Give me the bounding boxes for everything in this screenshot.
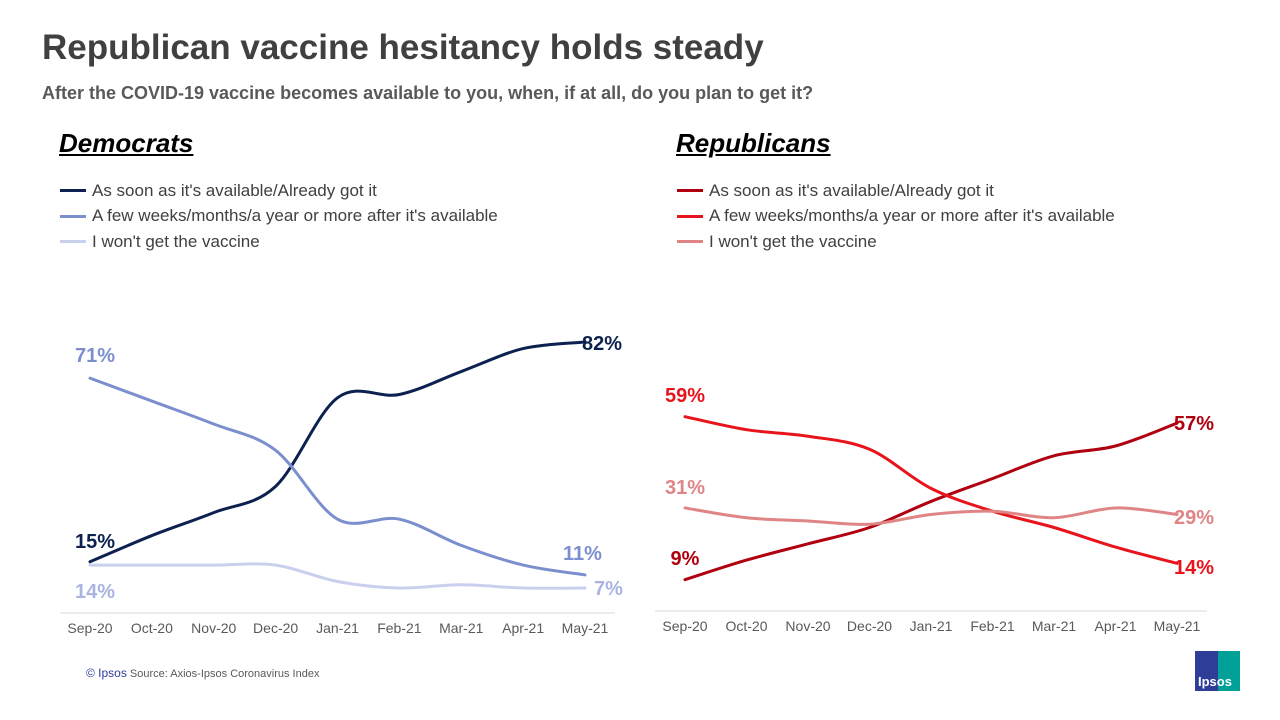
- series-line: [88, 340, 587, 564]
- page-title: Republican vaccine hesitancy holds stead…: [42, 28, 764, 67]
- legend-item: A few weeks/months/a year or more after …: [60, 204, 498, 230]
- democrats-legend: As soon as it's available/Already got it…: [60, 178, 498, 255]
- legend-swatch: [60, 240, 86, 244]
- x-tick-label: May-21: [562, 620, 609, 636]
- series-line: [683, 506, 1179, 526]
- logo-text: Ipsos: [1198, 674, 1232, 689]
- x-tick-label: Feb-21: [377, 620, 422, 636]
- series-line: [683, 421, 1179, 582]
- x-tick-label: Dec-20: [253, 620, 298, 636]
- legend-label: A few weeks/months/a year or more after …: [709, 206, 1115, 226]
- legend-label: As soon as it's available/Already got it: [92, 180, 377, 200]
- data-label-start: 59%: [665, 385, 705, 407]
- legend-item: A few weeks/months/a year or more after …: [677, 204, 1115, 230]
- data-label-start: 15%: [75, 531, 115, 553]
- republicans-title: Republicans: [676, 128, 831, 158]
- ipsos-logo: Ipsos: [1195, 651, 1240, 691]
- democrats-chart: Sep-20 Oct-20 Nov-20 Dec-20 Jan-21 Feb-21 Mar-…: [60, 333, 623, 636]
- legend-label: I won't get the vaccine: [709, 231, 877, 251]
- republicans-chart: Sep-20 Oct-20 Nov-20 Dec-20 Jan-21 Feb-21 Mar-…: [655, 385, 1214, 634]
- democrats-title: Democrats: [59, 128, 194, 158]
- x-tick-label: Nov-20: [785, 618, 830, 634]
- x-tick-label: Sep-20: [662, 618, 707, 634]
- series-line: [88, 562, 587, 590]
- x-tick-label: Apr-21: [1094, 618, 1136, 634]
- data-label-end: 57%: [1174, 413, 1214, 435]
- data-label-start: 71%: [75, 345, 115, 367]
- republicans-legend: As soon as it's available/Already got it…: [677, 178, 1115, 255]
- footer: © Ipsos Source: Axios-Ipsos Coronavirus …: [86, 666, 319, 680]
- legend-swatch: [677, 240, 703, 244]
- data-label-start: 9%: [671, 548, 700, 570]
- x-tick-label: Feb-21: [970, 618, 1015, 634]
- data-label-end: 7%: [594, 578, 623, 600]
- x-tick-label: Dec-20: [847, 618, 892, 634]
- legend-label: A few weeks/months/a year or more after …: [92, 206, 498, 226]
- x-tick-label: Sep-20: [67, 620, 112, 636]
- x-tick-label: Jan-21: [910, 618, 953, 634]
- x-tick-label: Oct-20: [725, 618, 767, 634]
- data-label-end: 11%: [563, 543, 602, 565]
- x-tick-label: Mar-21: [439, 620, 484, 636]
- legend-item: As soon as it's available/Already got it: [677, 178, 1115, 204]
- data-label-end: 82%: [582, 333, 622, 355]
- legend-item: I won't get the vaccine: [60, 229, 498, 255]
- x-tick-label: Jan-21: [316, 620, 359, 636]
- legend-swatch: [60, 189, 86, 193]
- page-subtitle: After the COVID-19 vaccine becomes avail…: [42, 83, 814, 103]
- legend-label: As soon as it's available/Already got it: [709, 180, 994, 200]
- series-line: [683, 415, 1179, 565]
- copyright: © Ipsos: [86, 666, 127, 680]
- legend-swatch: [60, 214, 86, 218]
- legend-swatch: [677, 189, 703, 193]
- data-label-start: 14%: [75, 581, 115, 603]
- legend-item: I won't get the vaccine: [677, 229, 1115, 255]
- series-line: [88, 376, 587, 577]
- x-tick-label: Nov-20: [191, 620, 236, 636]
- x-tick-label: Oct-20: [131, 620, 173, 636]
- data-label-end: 29%: [1174, 507, 1214, 529]
- data-label-start: 31%: [665, 477, 705, 499]
- legend-swatch: [677, 214, 703, 218]
- source-note: Source: Axios-Ipsos Coronavirus Index: [129, 668, 320, 680]
- x-tick-label: Mar-21: [1032, 618, 1077, 634]
- data-label-end: 14%: [1174, 557, 1214, 579]
- x-tick-label: May-21: [1154, 618, 1201, 634]
- legend-item: As soon as it's available/Already got it: [60, 178, 498, 204]
- legend-label: I won't get the vaccine: [92, 231, 260, 251]
- x-tick-label: Apr-21: [502, 620, 544, 636]
